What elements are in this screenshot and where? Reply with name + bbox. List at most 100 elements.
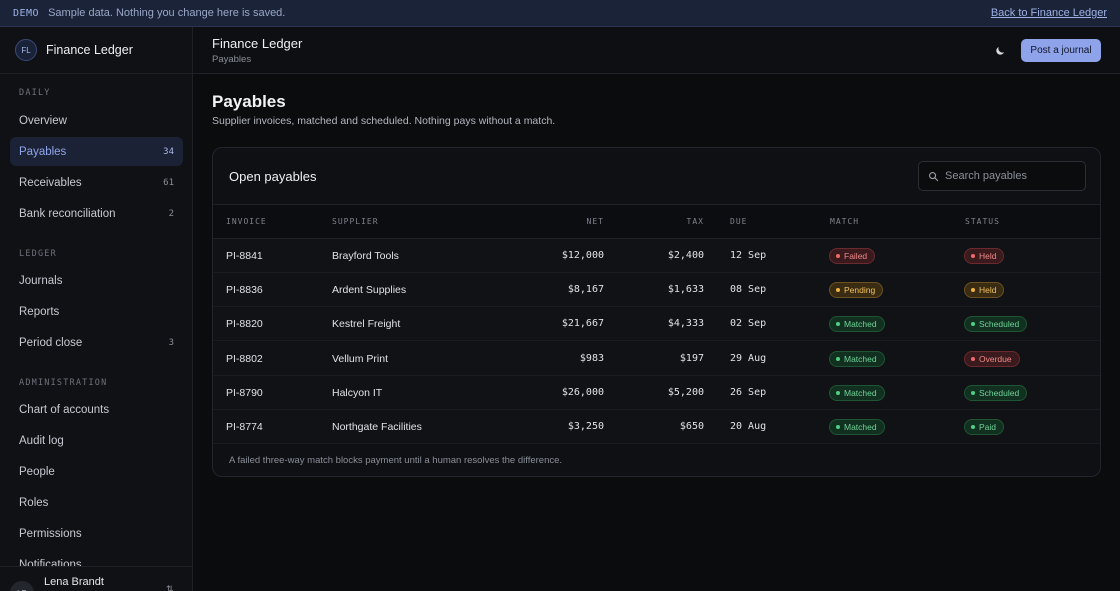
sidebar-item-label: Reports: [19, 305, 60, 318]
sidebar-item-period-close[interactable]: Period close 3: [10, 328, 183, 357]
tax-cell: $2,400: [667, 250, 704, 261]
invoice-cell[interactable]: PI-8836: [226, 284, 263, 297]
search-input[interactable]: [945, 170, 1075, 182]
back-link[interactable]: Back to Finance Ledger: [990, 7, 1107, 19]
sidebar-item-payables[interactable]: Payables 34: [10, 137, 183, 166]
brand-name: Finance Ledger: [46, 43, 133, 57]
net-cell: $21,667: [561, 318, 604, 330]
app-title: Finance Ledger: [212, 36, 303, 51]
match-label: Failed: [844, 251, 868, 261]
page-title: Payables: [212, 92, 286, 111]
status-badge: Overdue: [964, 350, 1020, 367]
section-label-ledger: LEDGER: [19, 249, 57, 259]
supplier-cell: Vellum Print: [332, 352, 389, 365]
supplier-cell: Ardent Supplies: [332, 284, 407, 297]
status-badge: Scheduled: [964, 384, 1028, 401]
sidebar-item-audit-log[interactable]: Audit log: [10, 426, 183, 455]
sidebar: FL Finance Ledger DAILY Overview Payable…: [0, 27, 193, 591]
sidebar-item-permissions[interactable]: Permissions: [10, 519, 183, 548]
match-badge: Matched: [829, 350, 885, 367]
topbar: Finance Ledger Payables Post a journal: [193, 27, 1120, 74]
status-badge: Held: [964, 282, 1005, 299]
status-label: Overdue: [979, 353, 1012, 364]
supplier-cell: Halcyon IT: [332, 386, 383, 399]
supplier-cell: Kestrel Freight: [332, 318, 401, 331]
net-cell: $3,250: [567, 421, 604, 432]
user-profile[interactable]: LB Lena Brandt ⇅: [0, 566, 192, 591]
table-row[interactable]: PI-8820 Kestrel Freight $21,667 $4,333 02 Se…: [213, 307, 1100, 342]
match-label: Matched: [844, 387, 877, 398]
section-label-administration: ADMINISTRATION: [19, 378, 108, 388]
column-header-invoice[interactable]: INVOICE: [226, 217, 267, 226]
invoice-cell[interactable]: PI-8774: [226, 421, 263, 433]
sidebar-item-label: Bank reconciliation: [19, 207, 116, 220]
supplier-cell: Brayford Tools: [332, 250, 399, 262]
section-label-daily: DAILY: [19, 88, 51, 98]
brand-logo: FL: [15, 39, 37, 61]
tax-cell: $650: [679, 421, 704, 432]
tax-cell: $197: [679, 352, 704, 364]
net-cell: $8,167: [567, 284, 604, 296]
net-cell: $983: [579, 352, 604, 364]
switch-icon[interactable]: ⇅: [166, 584, 174, 591]
column-header-match[interactable]: MATCH: [830, 217, 860, 226]
column-header-tax[interactable]: TAX: [686, 217, 704, 226]
invoice-cell[interactable]: PI-8790: [226, 386, 263, 399]
net-cell: $26,000: [561, 386, 604, 398]
column-header-status[interactable]: STATUS: [965, 217, 1000, 226]
column-header-supplier[interactable]: SUPPLIER: [332, 217, 379, 226]
sidebar-item-label: Permissions: [19, 527, 82, 540]
sidebar-item-label: Period close: [19, 336, 83, 349]
status-dot: [971, 288, 975, 293]
sidebar-item-chart-of-accounts[interactable]: Chart of accounts: [10, 395, 183, 424]
table-row[interactable]: PI-8790 Halcyon IT $26,000 $5,200 26 Sep Matc…: [213, 375, 1100, 410]
supplier-cell: Northgate Facilities: [332, 421, 422, 433]
demo-tag: DEMO: [13, 7, 40, 19]
sidebar-item-people[interactable]: People: [10, 457, 183, 486]
table-row[interactable]: PI-8802 Vellum Print $983 $197 29 Aug Matched…: [213, 341, 1100, 376]
status-dot: [971, 425, 975, 429]
demo-message: Sample data. Nothing you change here is …: [48, 7, 286, 19]
match-badge: Failed: [829, 248, 876, 264]
table-header: INVOICE SUPPLIER NET TAX DUE MATCH STATU…: [213, 204, 1100, 239]
sidebar-item-overview[interactable]: Overview: [10, 106, 183, 135]
invoice-cell[interactable]: PI-8820: [226, 318, 263, 331]
column-header-due[interactable]: DUE: [730, 217, 748, 226]
table-row[interactable]: PI-8774 Northgate Facilities $3,250 $650 20 …: [213, 410, 1100, 444]
sidebar-item-count: 3: [168, 337, 174, 348]
moon-icon[interactable]: [992, 43, 1008, 59]
sidebar-item-roles[interactable]: Roles: [10, 488, 183, 517]
due-cell: 26 Sep: [730, 386, 767, 398]
status-badge: Scheduled: [964, 316, 1028, 333]
table-row[interactable]: PI-8841 Brayford Tools $12,000 $2,400 12 Sep…: [213, 239, 1100, 273]
status-dot: [971, 254, 975, 258]
sidebar-item-reports[interactable]: Reports: [10, 297, 183, 326]
status-dot: [971, 322, 975, 327]
table-row[interactable]: PI-8836 Ardent Supplies $8,167 $1,633 08 Sep…: [213, 273, 1100, 308]
search-icon: [929, 171, 939, 181]
brand[interactable]: FL Finance Ledger: [0, 27, 192, 74]
due-cell: 20 Aug: [730, 421, 767, 432]
status-dot: [836, 356, 840, 361]
due-cell: 29 Aug: [730, 352, 767, 364]
status-label: Held: [979, 285, 997, 296]
invoice-cell[interactable]: PI-8841: [226, 250, 263, 262]
search-box[interactable]: [918, 161, 1086, 191]
invoice-cell[interactable]: PI-8802: [226, 352, 263, 365]
breadcrumb[interactable]: Payables: [212, 54, 252, 65]
post-journal-button[interactable]: Post a journal: [1021, 39, 1101, 62]
column-header-net[interactable]: NET: [586, 217, 604, 226]
sidebar-item-journals[interactable]: Journals: [10, 266, 183, 295]
due-cell: 12 Sep: [730, 250, 767, 261]
status-label: Held: [979, 251, 997, 261]
status-label: Scheduled: [979, 319, 1020, 330]
avatar: LB: [10, 581, 34, 591]
sidebar-item-label: Overview: [19, 114, 67, 127]
sidebar-item-count: 61: [163, 177, 174, 188]
match-label: Matched: [844, 422, 877, 432]
status-dot: [836, 425, 840, 429]
status-dot: [836, 288, 840, 293]
sidebar-item-receivables[interactable]: Receivables 61: [10, 168, 183, 197]
sidebar-item-bank-reconciliation[interactable]: Bank reconciliation 2: [10, 199, 183, 228]
due-cell: 02 Sep: [730, 318, 767, 330]
